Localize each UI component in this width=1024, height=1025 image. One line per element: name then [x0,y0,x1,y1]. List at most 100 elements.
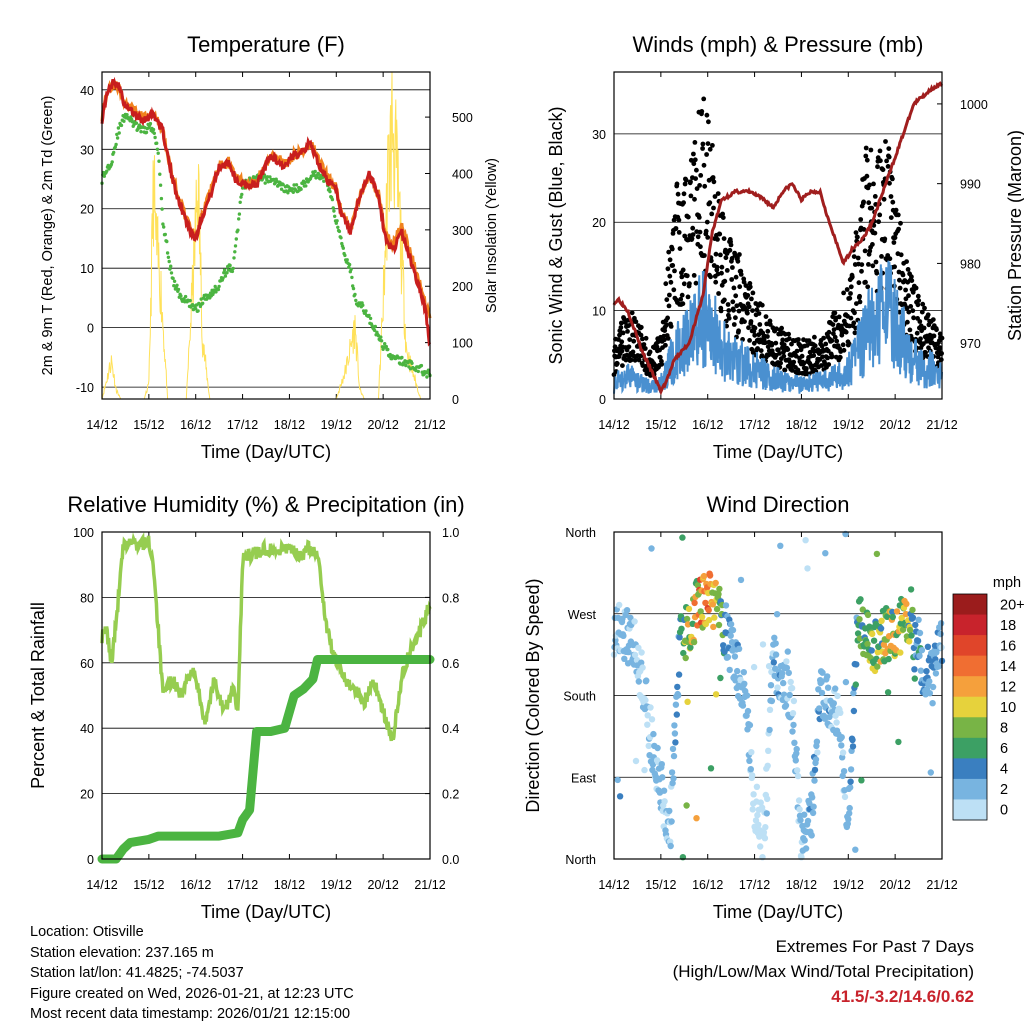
gust-point [876,219,881,225]
gust-point [895,212,901,218]
direction-point [841,793,849,801]
gust-point [709,211,715,217]
gust-point [886,154,892,160]
gust-point [711,179,717,185]
latlon-text: Station lat/lon: 41.4825; -74.5037 [30,965,244,981]
gust-point [892,235,898,241]
colorbar-swatch [953,655,987,677]
direction-point [625,648,632,656]
direction-point [924,643,932,650]
gust-point [618,325,624,330]
direction-point [680,649,687,657]
direction-point [790,697,798,705]
direction-point [750,791,757,798]
gust-point [856,280,862,286]
gust-point [906,293,911,299]
direction-point [795,797,803,804]
winds-ylabel: Sonic Wind & Gust (Blue, Black) [546,106,566,364]
dewpoint-point [316,171,320,176]
humidity-xlabel: Time (Day/UTC) [201,902,331,922]
temperature-xtick-label: 18/12 [274,418,305,432]
gust-point [720,215,726,221]
gust-point [750,308,755,313]
dewpoint-point [162,225,166,229]
dewpoint-point [188,298,192,303]
gust-point [691,161,697,167]
gust-point [727,247,733,253]
direction-point [834,692,841,700]
direction-point [649,761,657,768]
direction-point [824,684,832,691]
gust-point [829,354,835,359]
direction-point [884,689,892,696]
gust-point [890,176,895,182]
dewpoint-point [333,214,337,218]
direction-point [849,736,856,744]
direction-point [869,630,876,638]
gust-point [930,317,936,322]
colorbar-swatch [953,594,987,616]
gust-point [681,281,687,287]
direction-point [774,684,781,691]
humidity-ytick-label: 0 [87,853,94,867]
gust-point [900,272,906,278]
wind_direction-xlabel: Time (Day/UTC) [713,902,843,922]
direction-point [709,601,717,608]
direction-point [878,617,885,624]
gust-point [866,200,872,206]
dewpoint-point [230,269,235,274]
gust-point [690,225,696,231]
direction-point [654,744,661,752]
gust-point [666,249,672,255]
gust-point [627,337,633,342]
colorbar-tick-label: 6 [1000,741,1008,757]
dewpoint-point [167,259,171,264]
direction-point [716,585,723,593]
gust-point [852,310,857,316]
direction-point [824,673,831,680]
gust-point [832,310,838,316]
dewpoint-point [339,236,343,240]
direction-point [627,614,634,621]
gust-point [695,234,701,240]
gust-point [841,290,846,296]
direction-point [909,606,916,614]
gust-point [883,139,888,144]
direction-point [852,846,859,853]
direction-point [620,632,627,639]
gust-point [831,327,837,332]
extremes-values: 41.5/-3.2/14.6/0.62 [831,987,974,1006]
dewpoint-point [157,159,161,163]
direction-point [840,768,848,775]
solar-insolation-line [101,71,430,400]
direction-point [929,683,937,691]
dewpoint-point [364,309,368,313]
direction-point [793,745,800,753]
temperature-frame [101,71,431,400]
gust-point [870,242,875,247]
dewpoint-point [237,217,241,221]
direction-point [616,793,624,800]
direction-point [720,642,727,649]
winds-xtick-label: 19/12 [833,418,864,432]
direction-point [814,749,821,756]
temperature-xtick-label: 14/12 [86,418,117,432]
direction-point [750,663,758,671]
gust-point [867,248,873,254]
gust-point [862,248,868,254]
direction-point [765,663,773,670]
colorbar-swatch [953,758,987,780]
direction-point [687,644,694,651]
dewpoint-point [416,369,420,374]
direction-point [623,607,631,614]
direction-point [729,626,737,634]
gust-point [851,254,857,259]
dewpoint-point [223,274,228,278]
direction-point [684,621,692,628]
gust-point [729,277,735,282]
direction-point [667,842,674,850]
gust-point [857,293,862,299]
gust-point [669,246,675,252]
direction-point [675,692,682,699]
extremes-subtitle: (High/Low/Max Wind/Total Precipitation) [672,962,974,981]
